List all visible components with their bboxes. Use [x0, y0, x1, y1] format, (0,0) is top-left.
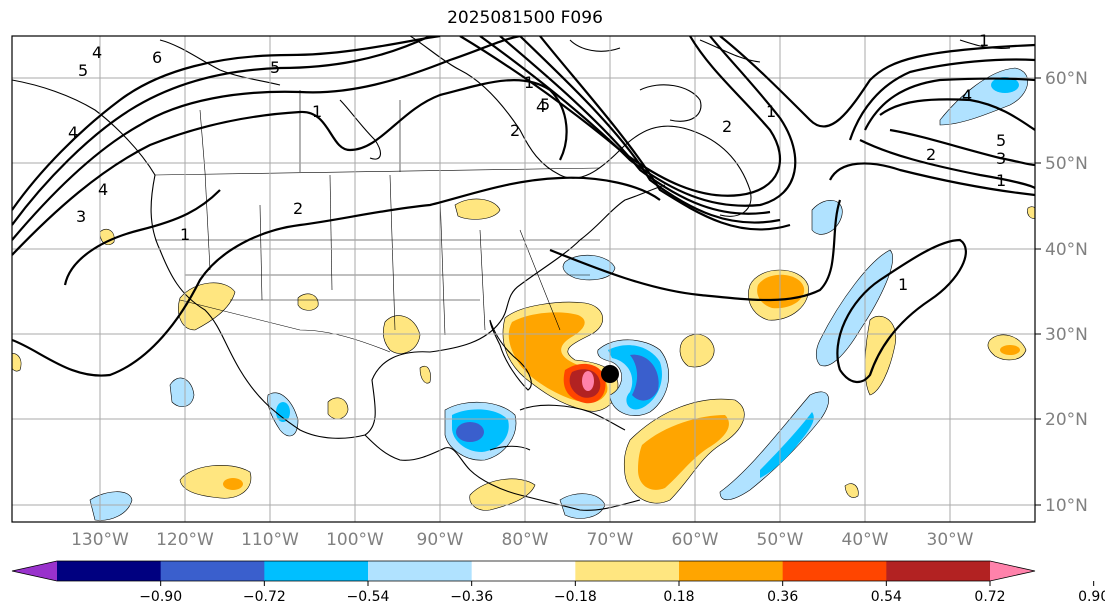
colorbar-label: 0.36 [767, 589, 798, 605]
lat-label: 20°N [1045, 410, 1088, 430]
positive-anomaly-region [454, 198, 501, 220]
lat-label: 40°N [1045, 240, 1088, 260]
negative-anomaly-region [815, 249, 893, 367]
contour-label: 1 [524, 73, 534, 92]
lon-label: 130°W [71, 530, 129, 550]
contour-labels: 4 5 6 5 1 4 2 1 2 1 5 4 2 3 4 1 1 4 5 2 … [68, 31, 1006, 294]
contour-label: 5 [540, 95, 550, 114]
lon-label: 120°W [156, 530, 214, 550]
lat-label: 30°N [1045, 325, 1088, 345]
political-borders [154, 90, 601, 353]
colorbar-swatch [575, 561, 680, 581]
positive-anomaly-region [469, 478, 536, 511]
contour-label: 5 [270, 58, 280, 77]
negative-anomaly-core [630, 354, 659, 401]
colorbar-label: 0.72 [974, 589, 1005, 605]
colorbar-swatch [264, 561, 369, 581]
contour-label: 4 [536, 97, 546, 116]
colorbar-swatch [368, 561, 473, 581]
colorbar-swatch [57, 561, 162, 581]
positive-anomaly-region [638, 415, 729, 490]
positive-anomaly-region [327, 397, 349, 420]
colorbar-label: 0.54 [871, 589, 902, 605]
colorbar-swatch [782, 561, 887, 581]
lon-label: 110°W [241, 530, 299, 550]
lon-label: 60°W [672, 530, 719, 550]
positive-anomaly-region [223, 478, 243, 490]
contour-label: 3 [996, 149, 1006, 168]
contour-label: 1 [979, 31, 989, 50]
contour-label: 1 [996, 171, 1006, 190]
lon-label: 50°W [757, 530, 804, 550]
lon-label: 80°W [502, 530, 549, 550]
contour-label: 4 [98, 180, 108, 199]
contour-label: 6 [152, 48, 162, 67]
lon-label: 90°W [417, 530, 464, 550]
positive-anomaly-region [1027, 206, 1035, 219]
colorbar-swatch [160, 561, 265, 581]
contour-label: 3 [76, 207, 86, 226]
lat-label: 10°N [1045, 496, 1088, 516]
latitude-labels: 60°N 50°N 40°N 30°N 20°N 10°N [1035, 69, 1088, 516]
map-content [12, 36, 1035, 522]
negative-anomaly-region [991, 77, 1019, 93]
colorbar: −0.90 −0.72 −0.54 −0.36 −0.18 0.18 0.36 0.54 0.7… [11, 560, 1105, 605]
longitude-labels: 130°W 120°W 110°W 100°W 90°W 80°W 70°W 6… [71, 530, 974, 550]
negative-anomaly-core [456, 422, 484, 442]
positive-anomaly-region [844, 483, 859, 498]
lon-label: 100°W [326, 530, 384, 550]
positive-anomaly-region [1000, 345, 1020, 355]
lon-label: 70°W [587, 530, 634, 550]
contour-label: 2 [926, 145, 936, 164]
colorbar-outline [11, 560, 1036, 582]
map-frame [11, 35, 1036, 523]
colorbar-label: −0.72 [243, 589, 286, 605]
contour-label: 5 [78, 61, 88, 80]
colorbar-label: −0.36 [450, 589, 493, 605]
contour-lines [12, 36, 1035, 383]
negative-anomaly-region [760, 412, 814, 478]
contour-label: 1 [312, 102, 322, 121]
contour-label: 1 [898, 275, 908, 294]
colorbar-label: −0.90 [139, 589, 182, 605]
coastlines [12, 36, 1011, 511]
negative-anomaly-region [276, 402, 290, 422]
colorbar-swatch [12, 561, 57, 581]
positive-anomaly-peak [582, 371, 594, 391]
positive-anomaly-region [12, 353, 22, 372]
contour-label: 1 [180, 225, 190, 244]
colorbar-label: 0.18 [663, 589, 694, 605]
contour-label: 4 [92, 43, 102, 62]
contour-label: 4 [962, 86, 972, 105]
colorbar-swatch [471, 561, 576, 581]
contour-label: 5 [996, 131, 1006, 150]
contour-label: 2 [293, 199, 303, 218]
map-title: 2025081500 F096 [447, 8, 603, 28]
negative-anomaly-region [169, 377, 195, 408]
contour-label: 1 [766, 102, 776, 121]
colorbar-swatch [990, 561, 1035, 581]
colorbar-swatch [679, 561, 784, 581]
positive-anomaly-region [419, 365, 431, 384]
storm-center-marker [601, 365, 619, 383]
positive-anomaly-region [297, 293, 319, 311]
lon-label: 40°W [842, 530, 889, 550]
colorbar-label: 0.90 [1078, 589, 1105, 605]
contour-label: 2 [510, 121, 520, 140]
colorbar-label: −0.18 [554, 589, 597, 605]
contour-label: 4 [68, 123, 78, 142]
lon-label: 30°W [927, 530, 974, 550]
colorbar-swatch [886, 561, 991, 581]
colorbar-label: −0.54 [347, 589, 390, 605]
lat-label: 60°N [1045, 69, 1088, 89]
lat-label: 50°N [1045, 154, 1088, 174]
contour-label: 2 [722, 117, 732, 136]
